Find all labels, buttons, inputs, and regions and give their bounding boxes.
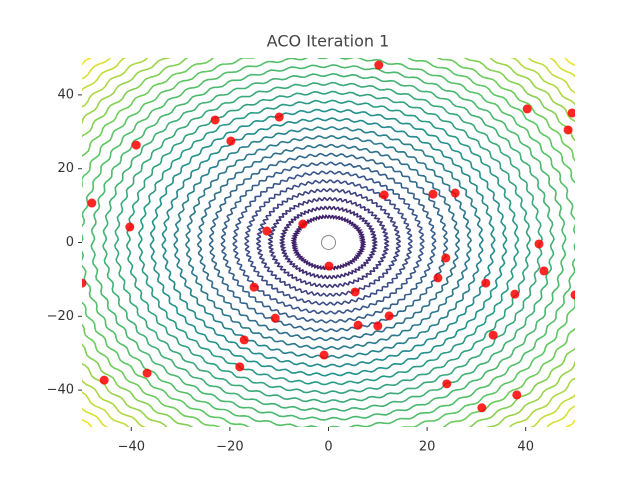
contour-line: [82, 58, 575, 427]
contour-line: [196, 143, 461, 342]
contour-line: [279, 205, 378, 280]
contour-line: [184, 134, 473, 351]
contour-line: [161, 117, 496, 368]
ant-point: [131, 140, 141, 150]
contour-line: [137, 99, 520, 386]
x-tick-label: −40: [118, 440, 145, 455]
contour-line: [232, 170, 425, 315]
contour-line: [244, 179, 413, 306]
contour-line: [267, 196, 390, 289]
contour-line: [82, 58, 575, 427]
ant-point: [270, 313, 280, 323]
x-tick-label: −20: [216, 440, 243, 455]
ant-point: [249, 282, 259, 292]
ant-point: [262, 226, 272, 236]
ant-point: [353, 320, 363, 330]
ant-point: [567, 108, 575, 118]
contour-line: [290, 214, 367, 271]
ant-point: [563, 125, 573, 135]
ant-point: [350, 287, 360, 297]
x-tick-label: 0: [324, 440, 332, 455]
contour-line: [173, 126, 484, 359]
plot-area: [82, 60, 575, 413]
ant-point: [433, 273, 443, 283]
ant-point: [125, 222, 135, 232]
optimum-marker: [321, 235, 336, 250]
y-tick-label: 40: [57, 87, 74, 102]
ant-point: [210, 115, 220, 125]
contour-line: [82, 58, 575, 427]
x-tick-label: 20: [419, 440, 436, 455]
ant-point: [142, 368, 152, 378]
ant-point: [534, 239, 544, 249]
chart-title: ACO Iteration 1: [267, 32, 390, 51]
contour-line: [114, 81, 543, 404]
ant-point: [450, 188, 460, 198]
contour-line: [82, 58, 575, 427]
ant-point: [539, 266, 549, 276]
y-tick-label: 0: [66, 235, 74, 250]
ant-point: [481, 278, 491, 288]
ant-point: [319, 350, 329, 360]
ant-point: [570, 290, 575, 300]
ant-point: [226, 136, 236, 146]
ant-point: [274, 112, 284, 122]
x-tick-label: 40: [517, 440, 534, 455]
ant-point: [298, 219, 308, 229]
contour-line: [220, 161, 437, 324]
ant-point: [99, 375, 109, 385]
ant-point: [488, 330, 498, 340]
y-tick-label: −40: [47, 383, 74, 398]
contour-line: [149, 108, 508, 377]
ant-point: [239, 335, 249, 345]
ant-point: [324, 261, 334, 271]
contour-line: [82, 58, 575, 427]
ant-point: [428, 189, 438, 199]
ant-point: [384, 311, 394, 321]
ant-point: [235, 362, 245, 372]
contour-line: [102, 72, 555, 413]
y-tick-label: −20: [47, 309, 74, 324]
ant-point: [379, 190, 389, 200]
ant-point: [442, 379, 452, 389]
ant-point: [512, 390, 522, 400]
contour-line: [255, 187, 402, 298]
ant-point: [522, 104, 532, 114]
ant-point: [510, 289, 520, 299]
ant-point: [373, 321, 383, 331]
contour-line: [90, 64, 567, 421]
ant-point: [477, 403, 487, 413]
y-tick-label: 20: [57, 161, 74, 176]
ant-point: [87, 198, 97, 208]
ant-point: [82, 278, 87, 288]
ant-point: [441, 253, 451, 263]
contour-line: [82, 58, 575, 427]
contour-line: [125, 90, 532, 395]
ant-point: [374, 60, 384, 70]
